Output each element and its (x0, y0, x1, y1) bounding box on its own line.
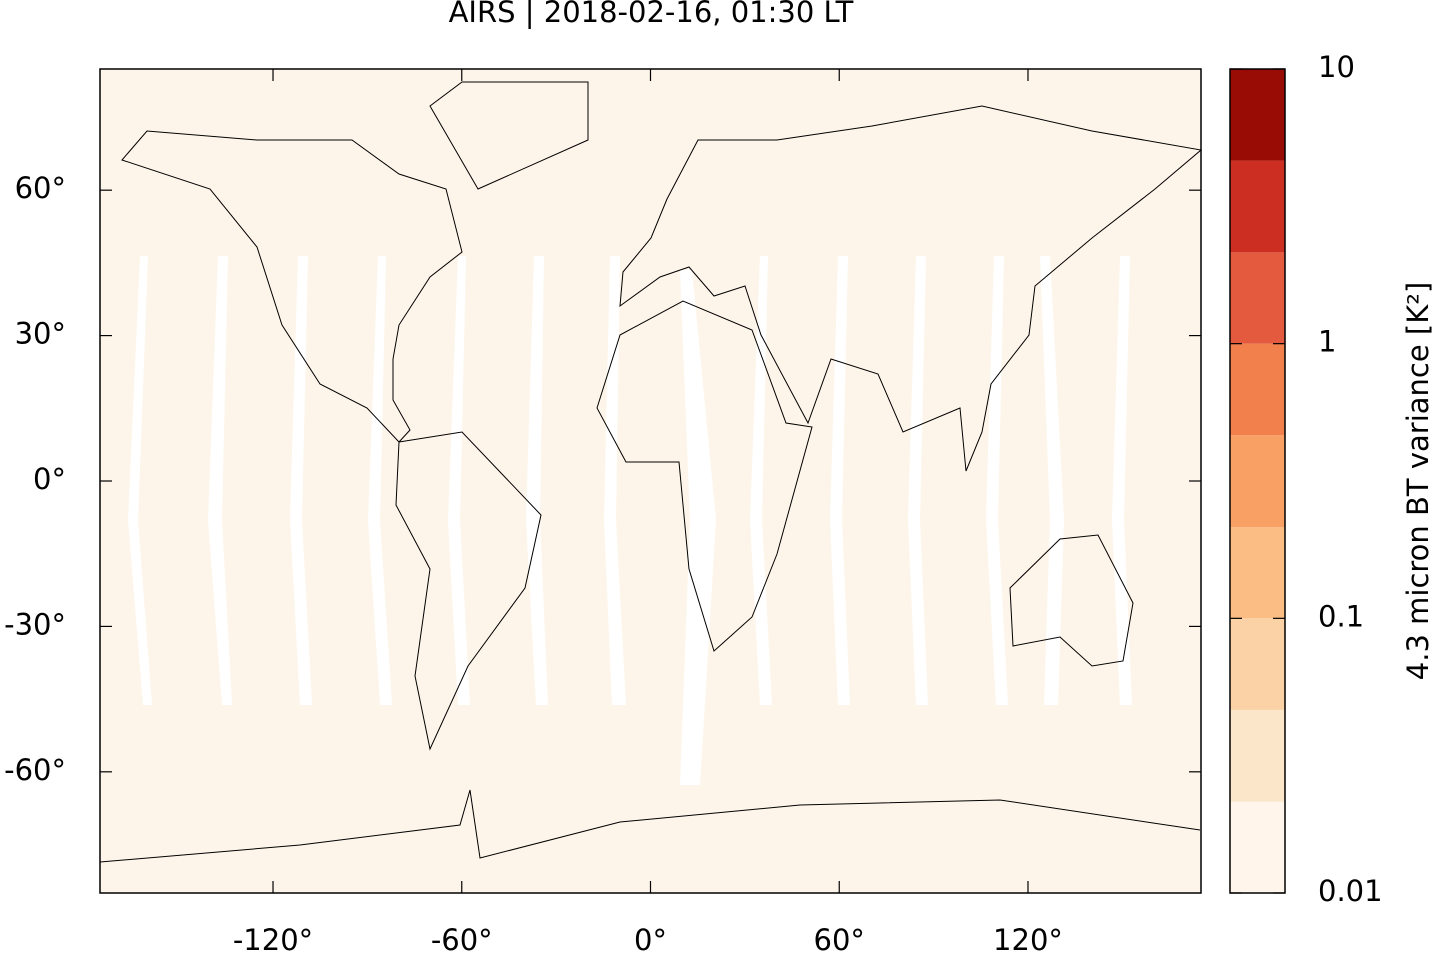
swath-gap (750, 256, 772, 705)
x-tick-label: 0° (634, 923, 667, 956)
swath-gap (908, 256, 928, 705)
colorbar-band (1230, 709, 1285, 802)
coastlines (99, 81, 1203, 863)
coastline (429, 81, 589, 190)
colorbar-frame (1229, 68, 1286, 894)
coastline (121, 130, 463, 443)
x-tick-label: 120° (993, 923, 1063, 956)
colorbar-label: 4.3 micron BT variance [K²] (1401, 282, 1435, 680)
chart-title: AIRS | 2018-02-16, 01:30 LT (449, 0, 854, 29)
y-tick-label: -30° (4, 607, 66, 641)
colorbar-band (1230, 435, 1285, 528)
colorbar-band (1230, 252, 1285, 344)
y-tick-label: 60° (15, 171, 66, 205)
coastline (99, 789, 1201, 863)
swath-gap (1112, 256, 1132, 705)
colorbar-band (1230, 69, 1285, 161)
coastline (619, 105, 1203, 472)
swath-gap (526, 256, 548, 705)
colorbar-band (1230, 527, 1285, 619)
x-tick-label: -60° (431, 923, 493, 956)
y-tick-label: -60° (4, 753, 66, 787)
swath-gap (208, 256, 232, 705)
y-tick-label: 0° (33, 462, 66, 496)
map-background (100, 69, 1201, 893)
colorbar-band (1230, 160, 1285, 253)
map (99, 68, 1203, 894)
coastline (395, 431, 542, 751)
colorbar-band (1230, 618, 1285, 710)
x-tick-label: -120° (233, 923, 313, 956)
colorbar-tick-label: 1 (1318, 325, 1336, 359)
swath-gap (448, 256, 470, 705)
swath-gap (368, 256, 392, 705)
x-tick-label: 60° (814, 923, 865, 956)
swath-gap (986, 256, 1008, 705)
colorbar-tick-label: 0.01 (1318, 874, 1383, 908)
swath-gap (128, 256, 152, 705)
colorbar: 0.01 0.1 1 10 (1229, 50, 1383, 908)
swath-gap (290, 256, 312, 705)
swath-gap (830, 256, 850, 705)
swath-gap (1040, 256, 1064, 705)
colorbar-tick-label: 0.1 (1318, 599, 1364, 633)
data-gaps (128, 256, 1132, 785)
colorbar-band (1230, 343, 1285, 436)
coastline (1009, 534, 1134, 667)
swath-gap (680, 270, 716, 785)
coastline (596, 300, 813, 652)
y-tick-label: 30° (15, 317, 66, 351)
colorbar-tick-label: 10 (1318, 50, 1355, 84)
colorbar-band (1230, 801, 1285, 893)
